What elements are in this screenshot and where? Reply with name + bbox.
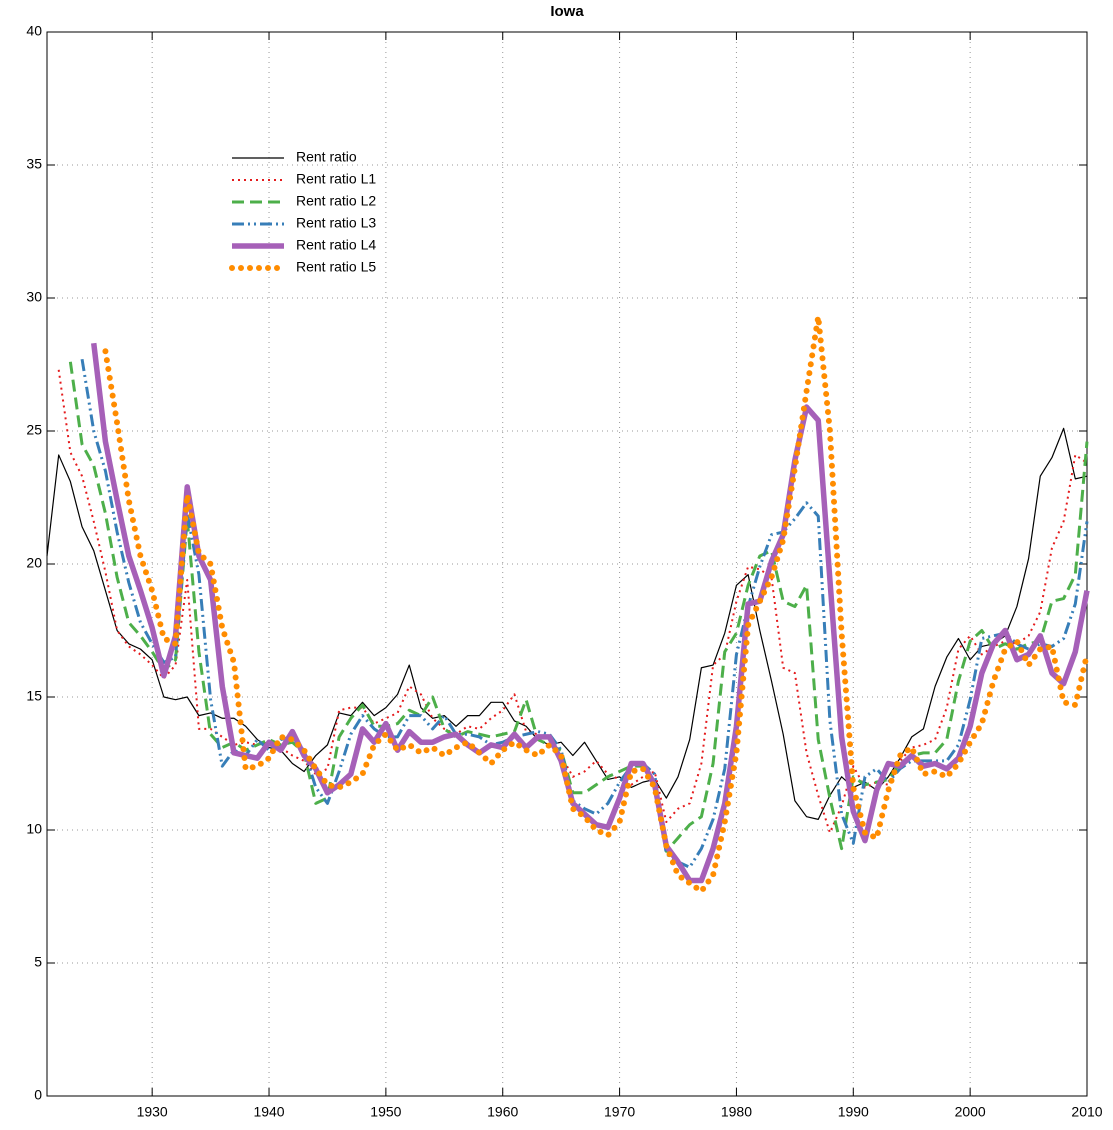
series-line bbox=[91, 342, 1090, 884]
x-tick-label: 1970 bbox=[604, 1104, 635, 1120]
series-line bbox=[102, 313, 1090, 895]
legend-label: Rent ratio bbox=[296, 149, 357, 165]
y-tick-label: 5 bbox=[34, 954, 42, 970]
x-tick-label: 2010 bbox=[1071, 1104, 1102, 1120]
legend-label: Rent ratio L3 bbox=[296, 215, 376, 231]
x-tick-label: 2000 bbox=[955, 1104, 986, 1120]
x-tick-label: 1980 bbox=[721, 1104, 752, 1120]
y-tick-label: 40 bbox=[26, 23, 42, 39]
y-tick-label: 20 bbox=[26, 555, 42, 571]
legend-label: Rent ratio L4 bbox=[296, 237, 376, 253]
series-line bbox=[46, 427, 1088, 820]
y-tick-label: 10 bbox=[26, 821, 42, 837]
y-tick-label: 25 bbox=[26, 422, 42, 438]
x-tick-label: 1950 bbox=[370, 1104, 401, 1120]
chart-title: Iowa bbox=[550, 3, 584, 20]
y-tick-label: 30 bbox=[26, 289, 42, 305]
legend-label: Rent ratio L1 bbox=[296, 171, 376, 187]
series-line bbox=[68, 361, 1089, 853]
plot-frame bbox=[46, 31, 1088, 1097]
y-tick-label: 15 bbox=[26, 688, 42, 704]
series-line bbox=[80, 358, 1089, 869]
series-line bbox=[57, 369, 1088, 834]
legend-label: Rent ratio L2 bbox=[296, 193, 376, 209]
x-tick-label: 1990 bbox=[838, 1104, 869, 1120]
x-tick-label: 1960 bbox=[487, 1104, 518, 1120]
y-tick-label: 0 bbox=[34, 1087, 42, 1103]
legend-label: Rent ratio L5 bbox=[296, 259, 376, 275]
y-tick-label: 35 bbox=[26, 156, 42, 172]
x-tick-label: 1930 bbox=[137, 1104, 168, 1120]
x-tick-label: 1940 bbox=[253, 1104, 284, 1120]
